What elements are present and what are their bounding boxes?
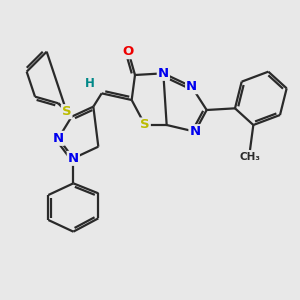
Text: N: N <box>189 125 201 138</box>
Text: N: N <box>186 80 197 93</box>
Text: N: N <box>68 152 79 165</box>
Text: O: O <box>123 45 134 58</box>
Text: H: H <box>84 77 94 90</box>
Text: N: N <box>158 67 169 80</box>
Text: CH₃: CH₃ <box>239 152 260 161</box>
Text: S: S <box>140 118 150 131</box>
Text: S: S <box>62 105 71 118</box>
Text: N: N <box>53 132 64 145</box>
